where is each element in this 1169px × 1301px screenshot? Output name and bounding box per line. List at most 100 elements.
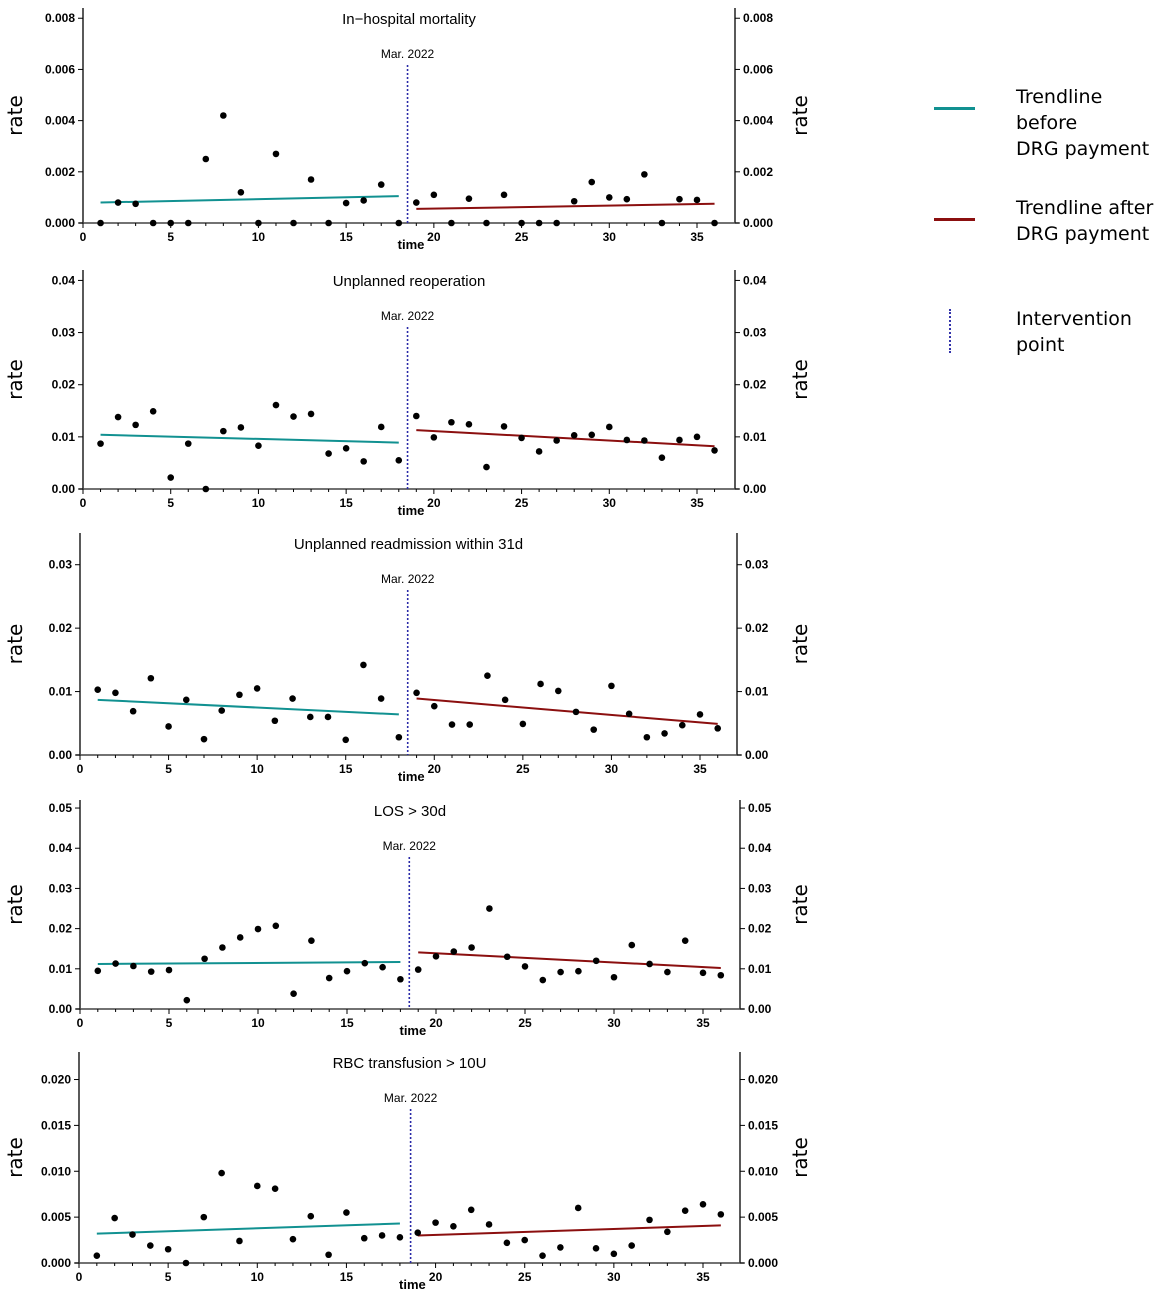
x-tick-label: 0 xyxy=(77,762,84,776)
data-point xyxy=(570,197,578,205)
data-point xyxy=(272,401,280,409)
y-tick-label: 0.015 xyxy=(41,1118,71,1132)
trendline-after xyxy=(418,951,721,970)
data-point xyxy=(430,702,438,710)
y-tick-label-right: 0.002 xyxy=(743,165,773,179)
y-tick-label-right: 0.015 xyxy=(748,1118,778,1132)
y-tick-label-right: 0.03 xyxy=(743,326,767,340)
x-tick-label: 10 xyxy=(252,230,266,244)
data-point xyxy=(236,1237,243,1245)
data-point xyxy=(129,707,137,715)
data-point xyxy=(342,199,350,207)
data-point xyxy=(537,680,544,688)
data-point xyxy=(220,427,227,435)
data-point xyxy=(658,454,666,462)
y-tick-label: 0.008 xyxy=(45,11,75,25)
intervention-label: Mar. 2022 xyxy=(381,309,435,323)
data-point xyxy=(592,957,600,965)
data-point xyxy=(468,944,475,951)
y-tick-label-right: 0.020 xyxy=(748,1073,778,1087)
y-tick-label: 0.01 xyxy=(49,685,73,699)
data-point xyxy=(255,219,262,227)
y-tick-label: 0.03 xyxy=(49,881,73,895)
data-point xyxy=(646,1216,653,1224)
data-point xyxy=(289,695,296,702)
x-tick-label: 30 xyxy=(603,230,617,244)
y-tick-label-right: 0.03 xyxy=(748,881,772,895)
data-point xyxy=(379,963,386,971)
y-axis-label: rate xyxy=(3,624,27,665)
data-point xyxy=(290,219,297,227)
x-tick-label: 15 xyxy=(339,230,353,244)
data-point xyxy=(711,219,718,227)
y-axis-label-right: rate xyxy=(788,884,812,925)
data-point xyxy=(360,458,367,465)
y-tick-label-right: 0.004 xyxy=(743,114,773,128)
data-point xyxy=(220,112,227,119)
data-point xyxy=(466,721,474,728)
data-point xyxy=(201,955,208,963)
data-point xyxy=(132,421,139,429)
data-point xyxy=(360,197,367,204)
y-tick-label: 0.000 xyxy=(45,216,75,230)
data-point xyxy=(200,735,208,743)
data-point xyxy=(500,423,508,430)
x-tick-label: 10 xyxy=(252,496,266,510)
x-tick-label: 15 xyxy=(339,496,353,510)
data-point xyxy=(539,1252,546,1259)
x-tick-label: 25 xyxy=(516,762,530,776)
y-axis-label-right: rate xyxy=(788,624,812,665)
data-point xyxy=(588,178,596,186)
data-point xyxy=(97,219,104,227)
data-point xyxy=(448,219,455,227)
data-point xyxy=(183,996,191,1004)
legend-label-intervention: Intervention point xyxy=(1016,306,1132,358)
data-point xyxy=(397,975,404,983)
x-tick-label: 10 xyxy=(251,1016,265,1030)
data-point xyxy=(483,463,490,471)
data-point xyxy=(414,966,422,973)
y-tick-label-right: 0.02 xyxy=(745,621,769,635)
x-tick-label: 0 xyxy=(76,1270,83,1284)
x-tick-label: 35 xyxy=(690,230,704,244)
x-tick-label: 25 xyxy=(515,230,529,244)
data-point xyxy=(325,219,332,227)
y-tick-label-right: 0.00 xyxy=(745,748,769,762)
y-tick-label-right: 0.000 xyxy=(743,216,773,230)
data-point xyxy=(641,437,648,444)
data-point xyxy=(465,421,473,428)
y-tick-label-right: 0.03 xyxy=(745,558,769,572)
data-point xyxy=(271,717,279,725)
data-point xyxy=(97,440,104,447)
data-point xyxy=(184,440,192,447)
data-point xyxy=(325,450,332,457)
data-point xyxy=(570,431,578,439)
data-point xyxy=(605,194,613,201)
y-axis-label-right: rate xyxy=(788,359,812,400)
data-point xyxy=(432,1219,439,1226)
y-tick-label-right: 0.006 xyxy=(743,62,773,76)
y-tick-label: 0.05 xyxy=(49,801,73,815)
data-point xyxy=(377,423,385,431)
data-point xyxy=(519,720,527,728)
data-point xyxy=(112,689,119,697)
panel-title: Unplanned readmission within 31d xyxy=(294,536,523,553)
data-point xyxy=(465,195,473,202)
data-point xyxy=(678,721,686,729)
data-point xyxy=(413,199,420,206)
legend-label-before: Trendline before DRG payment xyxy=(1016,84,1169,162)
x-tick-label: 30 xyxy=(605,762,619,776)
data-point xyxy=(395,219,403,227)
data-point xyxy=(147,674,155,682)
data-point xyxy=(271,1185,279,1192)
data-point xyxy=(676,436,683,444)
data-point xyxy=(535,219,543,227)
data-point xyxy=(164,1245,172,1253)
x-tick-label: 35 xyxy=(696,1270,710,1284)
x-tick-label: 15 xyxy=(340,1270,354,1284)
intervention-label: Mar. 2022 xyxy=(383,839,437,853)
trendline-after xyxy=(416,697,718,725)
data-point xyxy=(342,736,350,744)
data-point xyxy=(588,431,596,439)
